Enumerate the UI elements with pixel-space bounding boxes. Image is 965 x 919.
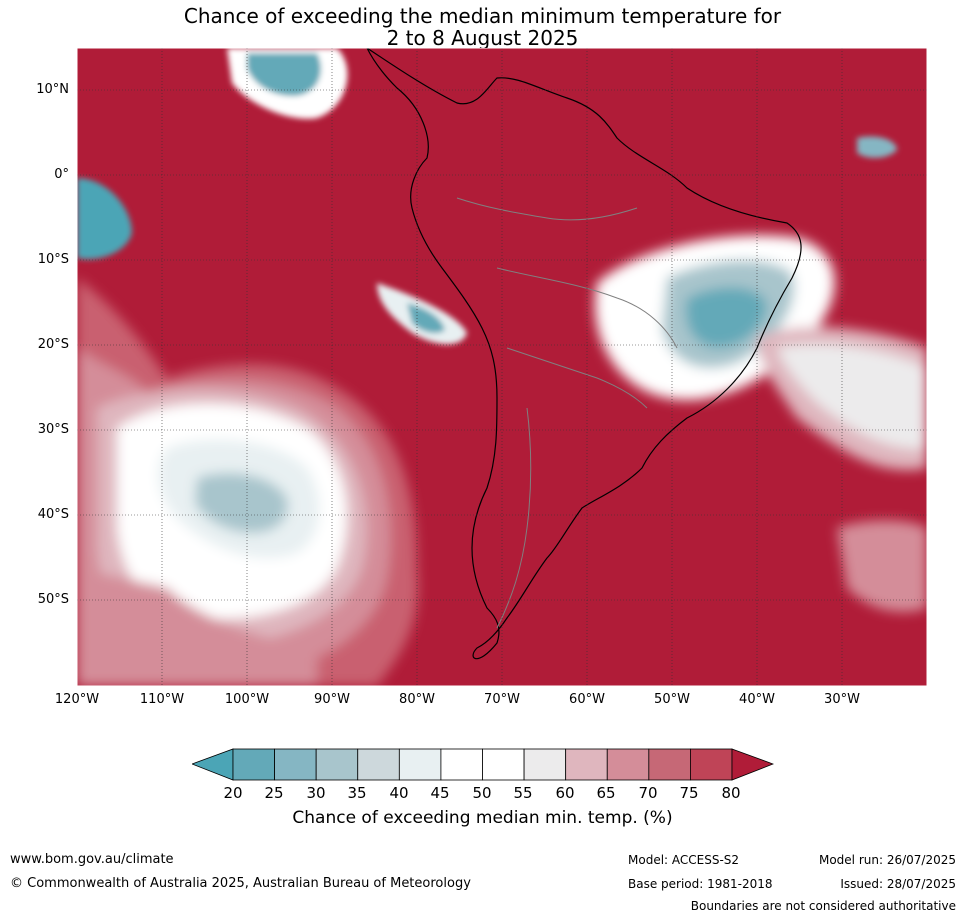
colorbar-label: Chance of exceeding median min. temp. (%…: [292, 808, 673, 828]
lon-label-40w: 40°W: [739, 692, 775, 707]
brazil-anomaly-field: [595, 235, 927, 612]
colorbar-cell: [315, 748, 359, 781]
colorbar-high-extend: [731, 748, 774, 781]
lat-label-10s: 10°S: [37, 252, 69, 267]
south-america-coastline: [366, 48, 802, 660]
lon-label-80w: 80°W: [399, 692, 435, 707]
colorbar-tick: 35: [347, 784, 367, 802]
colorbar-cell: [398, 748, 442, 781]
colorbar-cell: [565, 748, 608, 781]
lon-label-30w: 30°W: [824, 692, 860, 707]
colorbar-cell: [690, 748, 733, 781]
footer-model: Model: ACCESS-S2: [628, 853, 740, 867]
colorbar-cell: [274, 748, 317, 781]
footer-model-run: Model run: 26/07/2025: [818, 853, 956, 867]
lon-label-50w: 50°W: [654, 692, 690, 707]
lon-label-110w: 110°W: [139, 692, 185, 707]
colorbar-tick: 75: [679, 784, 699, 802]
lat-label-30s: 30°S: [37, 422, 69, 437]
footer-base-period: Base period: 1981-2018: [628, 877, 773, 891]
colorbar-tick: 65: [596, 784, 616, 802]
colorbar-tick: 20: [223, 784, 243, 802]
footer-url[interactable]: www.bom.gov.au/climate: [10, 852, 174, 867]
footer-copyright: © Commonwealth of Australia 2025, Austra…: [10, 876, 471, 891]
footer-issued: Issued: 28/07/2025: [840, 877, 956, 891]
colorbar-cell: [523, 748, 567, 781]
colorbar-cell: [357, 748, 400, 781]
tropical-pacific-field: [77, 48, 897, 345]
lon-label-60w: 60°W: [569, 692, 605, 707]
colorbar-tick: 40: [389, 784, 409, 802]
colorbar-tick: 80: [721, 784, 741, 802]
lat-label-20s: 20°S: [37, 337, 69, 352]
colorbar-tick: 55: [513, 784, 533, 802]
country-borders: [456, 197, 678, 629]
colorbar-cell: [232, 748, 275, 781]
lon-label-70w: 70°W: [484, 692, 520, 707]
lat-label-10n: 10°N: [36, 82, 69, 97]
lat-label-40s: 40°S: [37, 507, 69, 522]
colorbar-low-extend: [192, 748, 234, 781]
lon-label-120w: 120°W: [54, 692, 100, 707]
colorbar-tick: 70: [638, 784, 658, 802]
colorbar-cell: [440, 748, 483, 781]
probability-map: [77, 48, 927, 686]
colorbar-tick: 60: [555, 784, 575, 802]
lat-label-50s: 50°S: [37, 592, 69, 607]
colorbar-tick: 50: [472, 784, 492, 802]
colorbar-cell: [606, 748, 650, 781]
map-title-line-2: 2 to 8 August 2025: [386, 26, 579, 50]
colorbar-tick: 25: [264, 784, 284, 802]
colorbar-cell: [648, 748, 691, 781]
colorbar-cell: [482, 748, 525, 781]
lat-label-0: 0°: [54, 167, 69, 182]
colorbar-tick: 45: [430, 784, 450, 802]
colorbar: [192, 748, 774, 781]
graticule: [77, 48, 927, 686]
map-title-line-1: Chance of exceeding the median minimum t…: [183, 4, 782, 28]
lon-label-90w: 90°W: [314, 692, 350, 707]
lon-label-100w: 100°W: [224, 692, 270, 707]
colorbar-tick: 30: [306, 784, 326, 802]
footer-disclaimer: Boundaries are not considered authoritat…: [690, 899, 956, 913]
pacific-anomaly-field: [77, 278, 418, 686]
